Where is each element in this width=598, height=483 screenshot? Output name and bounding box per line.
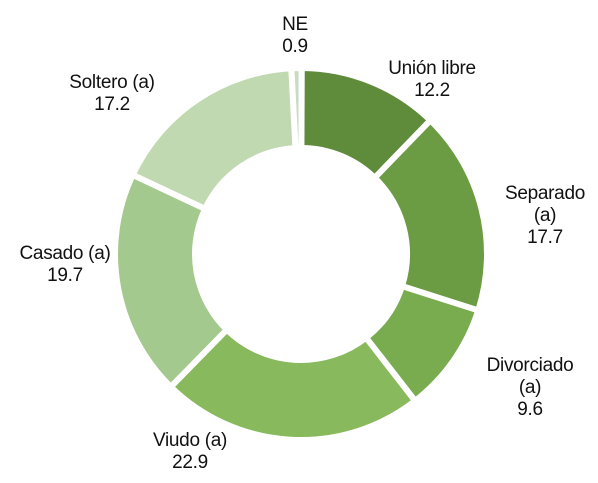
category-label: Unión libre <box>388 58 476 79</box>
slice-label: Separado (a) 17.7 <box>500 183 590 249</box>
category-label: Divorciado (a) <box>486 355 574 398</box>
category-label: Separado (a) <box>504 183 585 226</box>
value-label: 12.2 <box>414 80 450 101</box>
value-label: 9.6 <box>517 399 543 420</box>
value-label: 19.7 <box>47 265 83 286</box>
slice-label: Casado (a) 19.7 <box>0 243 130 287</box>
slice-label: Viudo (a) 22.9 <box>120 430 260 474</box>
category-label: Viudo (a) <box>152 430 228 451</box>
category-label: Casado (a) <box>19 243 111 264</box>
slice-label: Soltero (a) 17.2 <box>47 72 177 116</box>
category-label: NE <box>282 14 308 35</box>
slice <box>128 65 299 213</box>
category-label: Soltero (a) <box>69 72 155 93</box>
value-label: 17.2 <box>94 94 130 115</box>
slice <box>166 325 420 443</box>
value-label: 0.9 <box>282 36 308 57</box>
slice <box>370 116 490 315</box>
slice-label: NE 0.9 <box>255 14 335 58</box>
value-label: 17.7 <box>527 227 563 248</box>
value-label: 22.9 <box>172 452 208 473</box>
slice <box>112 170 232 392</box>
slice-label: Divorciado (a) 9.6 <box>475 355 585 421</box>
slice-label: Unión libre 12.2 <box>362 58 502 102</box>
